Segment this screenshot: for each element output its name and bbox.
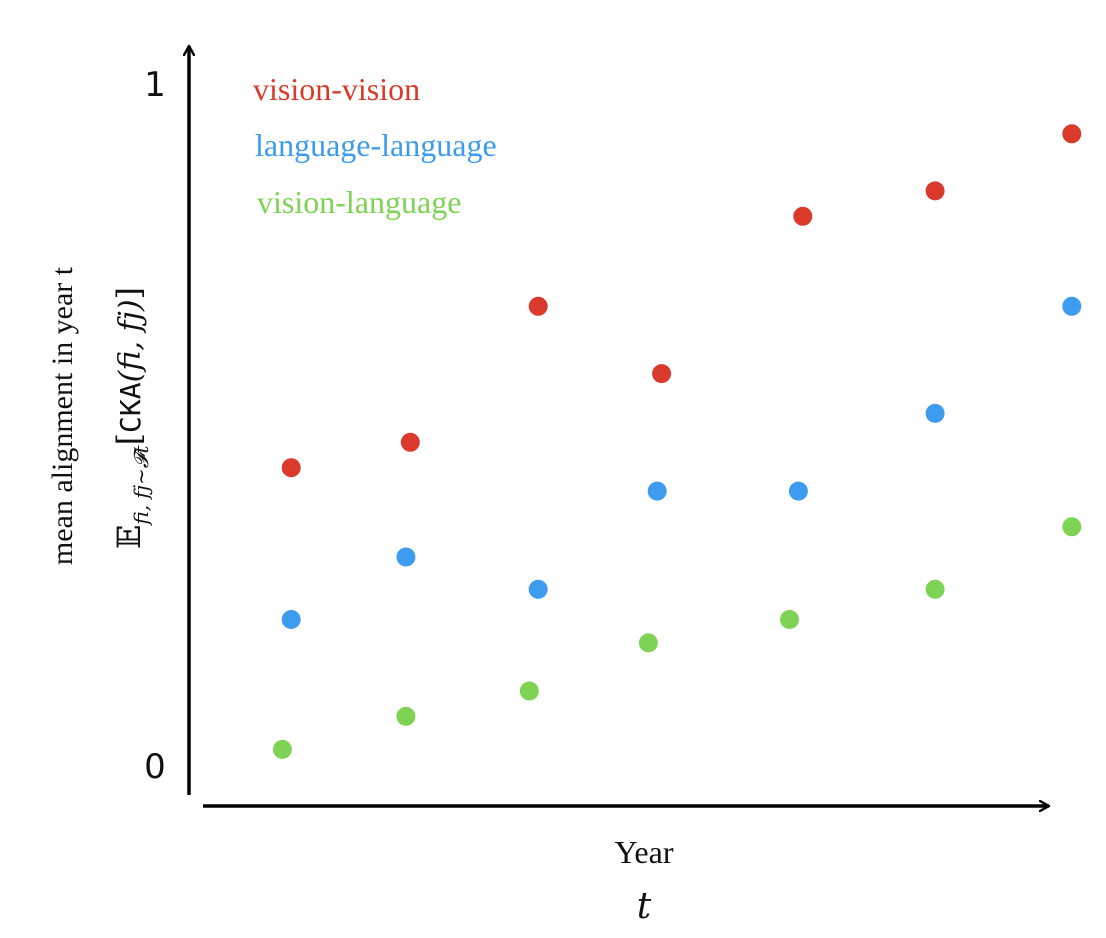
data-points (272, 124, 1082, 759)
data-point-vision-vision-6 (925, 181, 945, 201)
y-tick-label-bottom: 0 (144, 747, 166, 787)
y-tick-label-top: 1 (144, 65, 166, 105)
data-point-vision-language-4 (638, 633, 658, 653)
data-point-vision-language-7 (1062, 517, 1082, 537)
formula-function: CKA (114, 382, 147, 433)
formula-open-bracket: [ (110, 433, 148, 445)
data-point-language-language-7 (1062, 296, 1082, 316)
data-point-vision-vision-5 (793, 206, 813, 226)
data-point-vision-language-6 (925, 579, 945, 599)
expectation-symbol: 𝔼 (110, 525, 148, 549)
data-point-language-language-2 (396, 547, 416, 567)
data-point-language-language-3 (528, 579, 548, 599)
x-axis-label: Year (615, 834, 674, 870)
data-point-vision-vision-7 (1062, 124, 1082, 144)
data-point-vision-vision-3 (528, 296, 548, 316)
data-point-language-language-1 (281, 610, 301, 629)
legend-item-language-language: language-language (255, 127, 497, 163)
data-point-vision-language-1 (272, 739, 292, 759)
data-point-language-language-4 (647, 481, 667, 501)
x-axis-symbol: t (637, 886, 652, 927)
data-point-vision-vision-1 (281, 458, 301, 478)
legend-item-vision-vision: vision-vision (253, 71, 420, 107)
data-point-vision-vision-4 (652, 364, 672, 384)
formula-close-bracket: ] (110, 287, 148, 299)
legend: vision-vision language-language vision-l… (253, 71, 497, 220)
data-point-vision-language-5 (780, 610, 799, 629)
data-point-language-language-5 (788, 481, 808, 501)
legend-item-vision-language: vision-language (257, 184, 461, 220)
y-axis-formula: 𝔼fi, fj∼𝓕t[CKA(fi, fj)] (110, 287, 153, 549)
data-point-vision-language-2 (396, 706, 416, 726)
expectation-subscript: fi, fj∼𝓕t (129, 444, 153, 526)
y-axis-label: mean alignment in year t (46, 266, 79, 565)
data-point-language-language-6 (925, 403, 945, 423)
svg-text:𝔼fi, fj∼𝓕t[CKA(fi, fj)]: 𝔼fi, fj∼𝓕t[CKA(fi, fj)] (110, 287, 153, 549)
formula-args: (fi, fj) (113, 299, 148, 382)
data-point-vision-vision-2 (400, 432, 420, 452)
data-point-vision-language-3 (519, 681, 539, 701)
